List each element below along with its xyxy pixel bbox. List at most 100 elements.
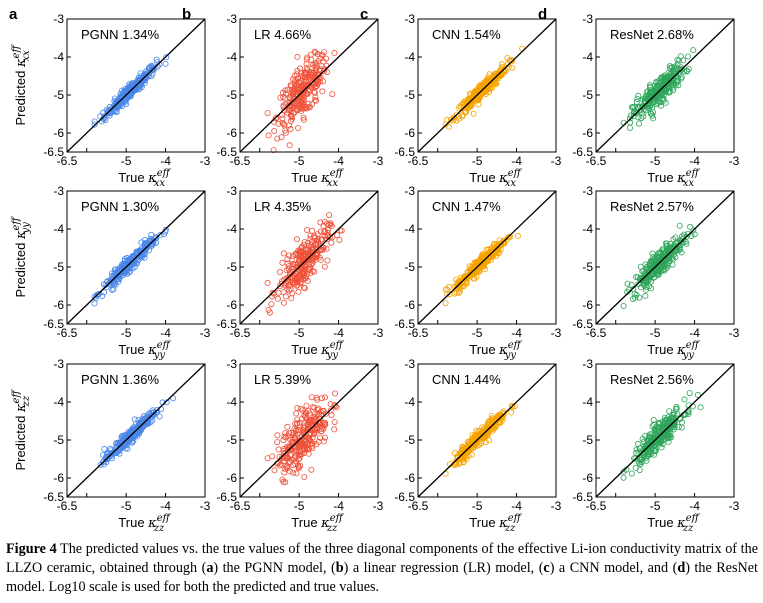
data-point <box>148 242 155 249</box>
data-point <box>302 85 309 92</box>
data-point <box>684 68 691 75</box>
reference-line <box>66 190 206 325</box>
y-tick-label: -5 <box>404 88 415 102</box>
y-tick-label: -3 <box>226 184 237 198</box>
data-point <box>643 277 650 284</box>
data-point <box>677 243 684 250</box>
data-point <box>672 254 679 261</box>
model-label: PGNN 1.30% <box>81 199 159 214</box>
data-point <box>275 446 282 453</box>
y-tick-label: -3 <box>53 357 64 371</box>
model-label: CNN 1.47% <box>432 199 501 214</box>
data-point <box>282 129 289 136</box>
xlabel-zz: True κeff zz <box>647 513 700 534</box>
data-point <box>293 440 300 447</box>
data-point <box>464 105 471 112</box>
model-label: LR 5.39% <box>254 372 312 387</box>
data-point <box>655 78 662 85</box>
y-tick-label: -4 <box>404 222 415 236</box>
data-point <box>311 89 318 96</box>
data-point <box>481 263 488 270</box>
data-point <box>471 267 478 274</box>
data-point <box>316 75 323 82</box>
model-label: LR 4.35% <box>254 199 312 214</box>
data-point <box>317 434 324 441</box>
model-label: CNN 1.54% <box>432 27 501 42</box>
data-point <box>626 115 633 122</box>
data-point <box>309 440 316 447</box>
caption-text-5: ) the ResNet model. Log10 scale is used … <box>6 560 758 595</box>
data-point <box>664 245 671 252</box>
data-point <box>505 234 512 241</box>
data-point <box>655 266 662 273</box>
data-point <box>91 300 98 307</box>
x-tick-label: -4 <box>689 154 700 168</box>
data-point <box>632 464 639 471</box>
y-tick-label: -6.5 <box>394 490 415 504</box>
data-point <box>316 78 323 85</box>
data-point <box>141 240 148 247</box>
data-point <box>303 61 310 68</box>
data-point <box>308 466 315 473</box>
data-point <box>137 250 144 257</box>
y-tick-label: -5 <box>404 433 415 447</box>
data-point <box>305 88 312 95</box>
data-point <box>301 238 308 245</box>
y-tick-label: -3 <box>404 357 415 371</box>
x-tick-label: -3 <box>551 499 562 513</box>
y-tick-label: -6 <box>582 126 593 140</box>
y-tick-label: -4 <box>226 222 237 236</box>
y-tick-label: -4 <box>53 50 64 64</box>
data-point <box>666 417 673 424</box>
data-point <box>636 120 643 127</box>
data-point <box>648 96 655 103</box>
data-point <box>266 309 273 316</box>
y-tick-label: -5 <box>53 433 64 447</box>
panel-d-zz: -6.5 -6 -5 -4 -3 -6.5 -5 -4 -3 ResNet 2.56% True κ… <box>572 357 739 534</box>
data-point <box>279 115 286 122</box>
panel-c-yy: -6.5 -6 -5 -4 -3 -6.5 -5 -4 -3 CNN 1.47% True κeff… <box>394 184 561 361</box>
data-point <box>648 451 655 458</box>
data-point <box>620 468 627 475</box>
reference-line <box>595 18 735 153</box>
data-point <box>443 116 450 123</box>
y-tick-label: -4 <box>226 50 237 64</box>
data-point <box>101 445 108 452</box>
data-point <box>290 89 297 96</box>
data-point <box>281 469 288 476</box>
data-point <box>284 462 291 469</box>
data-point <box>318 236 325 243</box>
data-point <box>305 434 312 441</box>
y-tick-label: -6.5 <box>572 490 593 504</box>
data-point <box>468 451 475 458</box>
data-point <box>628 104 635 111</box>
y-tick-label: -4 <box>404 50 415 64</box>
data-point <box>309 434 316 441</box>
xlabel-yy: True κeff yy <box>291 340 344 361</box>
data-point <box>276 268 283 275</box>
data-point <box>282 87 289 94</box>
y-tick-label: -6 <box>53 298 64 312</box>
data-point <box>645 99 652 106</box>
panel-a-xx: -6.5 -6 -5 -4 -3 -6.5 -5 -4 -3 PGNN 1.34% True κef… <box>43 12 210 189</box>
data-point <box>274 135 281 142</box>
data-point <box>639 110 646 117</box>
data-point <box>664 253 671 260</box>
data-point <box>103 106 110 113</box>
data-point <box>321 263 328 270</box>
data-point <box>119 103 126 110</box>
data-point <box>292 100 299 107</box>
data-point <box>324 220 331 227</box>
xlabel-xx: True κeff xx <box>118 168 171 189</box>
data-point <box>163 399 170 406</box>
data-point <box>291 277 298 284</box>
data-point <box>656 94 663 101</box>
y-tick-label: -4 <box>226 395 237 409</box>
data-point <box>115 98 122 105</box>
data-point <box>681 396 688 403</box>
data-point <box>146 410 153 417</box>
data-point <box>647 441 654 448</box>
y-tick-label: -6 <box>404 471 415 485</box>
reference-line <box>417 18 557 153</box>
data-point <box>301 424 308 431</box>
